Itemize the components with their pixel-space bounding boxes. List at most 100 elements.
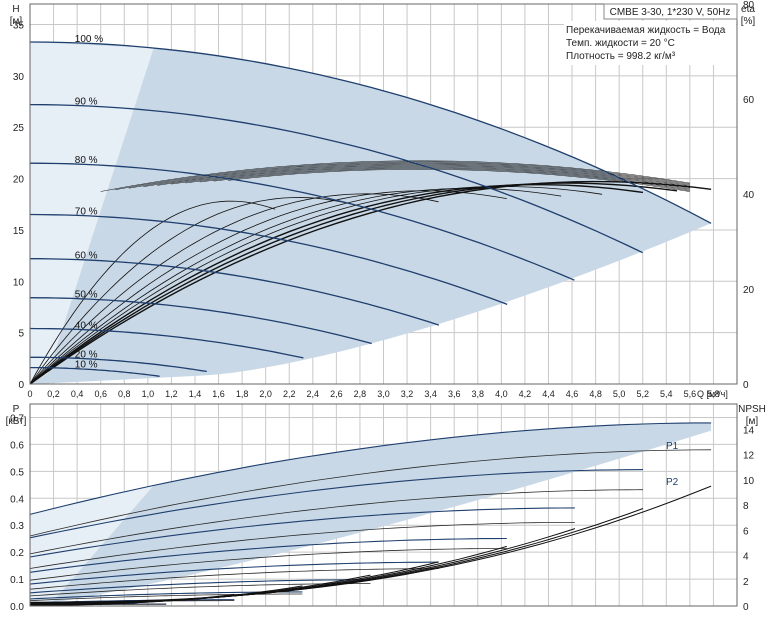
- x-tick-label: 4,6: [566, 389, 579, 399]
- x-tick-label: 5,6: [684, 389, 697, 399]
- x-tick-label: 3,0: [377, 389, 390, 399]
- p2-curve: [29, 548, 507, 581]
- x-tick-label: 5,0: [613, 389, 626, 399]
- h-axis-unit: [м]: [10, 16, 23, 27]
- p-tick-label: 0.7: [10, 413, 24, 424]
- p-tick-label: 0.5: [10, 467, 24, 478]
- x-tick-label: 0,6: [94, 389, 107, 399]
- x-tick-label: 3,6: [448, 389, 461, 399]
- upper-y2-tick-labels: 0 20 40 60 80: [743, 0, 755, 391]
- x-tick-label: 4,8: [589, 389, 602, 399]
- p-tick-label: 0.6: [10, 440, 24, 451]
- efficiency-curve: [29, 190, 507, 385]
- x-tick-label: 5,2: [636, 389, 649, 399]
- speed-label: 90 %: [75, 97, 98, 108]
- speed-label: 80 %: [75, 155, 98, 166]
- npsh-tick-label: 0: [743, 602, 749, 613]
- p1-curve: [29, 537, 507, 573]
- p2-curve: [29, 568, 439, 590]
- upper-frame: [29, 3, 738, 385]
- efficiency-helper-curve: [114, 161, 690, 191]
- npsh-tick-label: 6: [743, 526, 749, 537]
- p-tick-label: 0.1: [10, 575, 24, 586]
- eta-tick-label: 80: [743, 0, 755, 11]
- head-curve: [29, 162, 575, 281]
- x-tick-label: 1,6: [212, 389, 225, 399]
- npsh-tick-label: 10: [743, 476, 755, 487]
- upper-plot-border: [29, 3, 738, 385]
- npsh-tick-label: 14: [743, 425, 755, 436]
- head-curve: [30, 366, 160, 377]
- p2-curve: [29, 522, 575, 569]
- head-curve: [29, 41, 712, 224]
- p2-curve: [29, 449, 712, 537]
- eta-tick-label: 20: [743, 285, 755, 296]
- lower-plot-border: [29, 403, 738, 607]
- efficiency-helper-curve: [157, 164, 690, 188]
- lower-y2-tick-labels: 0 2 4 6 8 10 12 14: [743, 425, 755, 613]
- efficiency-curve: [29, 187, 562, 385]
- head-curve: [29, 103, 643, 254]
- x-tick-label: 1,4: [189, 389, 202, 399]
- h-tick-label: 35: [13, 21, 25, 32]
- npsh-curve: [30, 600, 167, 606]
- info-box: [564, 21, 736, 65]
- x-tick-label: 0,8: [118, 389, 131, 399]
- info-line-temperature: Темп. жидкости = 20 °C: [566, 38, 675, 49]
- eta-tick-label: 40: [743, 190, 755, 201]
- eta-tick-label: 60: [743, 95, 755, 106]
- efficiency-helper-curve: [213, 168, 690, 191]
- efficiency-curve: [29, 180, 712, 385]
- speed-label: 50 %: [75, 290, 98, 301]
- head-curve: [30, 356, 207, 373]
- lower-y-tick-labels: 0.0 0.1 0.2 0.3 0.4 0.5 0.6 0.7: [10, 413, 24, 613]
- x-tick-label: 5,4: [660, 389, 673, 399]
- head-curves: [29, 41, 712, 377]
- x-tick-label: 3,4: [424, 389, 437, 399]
- lower-frame: [29, 403, 738, 607]
- p1-curve: [29, 561, 439, 585]
- x-tick-label: 2,0: [259, 389, 272, 399]
- h-tick-label: 0: [18, 380, 24, 391]
- p-axis-unit: [кВт]: [6, 416, 27, 427]
- npsh-tick-label: 4: [743, 552, 749, 563]
- efficiency-curve: [29, 193, 439, 385]
- npsh-curves: [30, 485, 712, 606]
- h-tick-label: 20: [13, 175, 25, 186]
- info-line-density: Плотность = 998.2 кг/м³: [566, 51, 676, 62]
- p2-curve: [29, 489, 644, 555]
- p2-label: P2: [666, 477, 679, 488]
- npsh-tick-label: 2: [743, 577, 749, 588]
- efficiency-helper-curve: [171, 165, 690, 189]
- speed-label: 10 %: [75, 360, 98, 371]
- h-tick-label: 10: [13, 277, 25, 288]
- info-line-liquid: Перекачиваемая жидкость = Вода: [566, 25, 726, 36]
- lower-chart: 0.0 0.1 0.2 0.3 0.4 0.5 0.6 0.7 0 2 4 6 8 10 12 14 P […: [6, 403, 766, 613]
- speed-label: 60 %: [75, 251, 98, 262]
- npsh-tick-label: 12: [743, 451, 755, 462]
- head-curve: [29, 297, 372, 345]
- x-tick-label: 0: [27, 389, 32, 399]
- head-curve: [29, 213, 508, 306]
- h-axis-label: H: [12, 4, 19, 15]
- x-tick-label: 4,4: [542, 389, 555, 399]
- low-flow-power-band: [30, 485, 154, 606]
- x-tick-label: 2,6: [330, 389, 343, 399]
- p1-curve: [29, 469, 644, 539]
- eta-axis-label: eta: [741, 4, 755, 15]
- p1-curve: [29, 579, 371, 594]
- efficiency-curve: [29, 200, 276, 385]
- upper-chart: 0 0,2 0,4 0,6 0,8 1,0 1,2 1,4 1,6 1,8 2,0 2,2 2,4 2,6…: [10, 0, 756, 399]
- p-tick-label: 0.3: [10, 521, 24, 532]
- h-tick-label: 5: [18, 329, 24, 340]
- efficiency-curve: [29, 182, 678, 385]
- x-tick-label: 0,4: [71, 389, 84, 399]
- speed-label: 40 %: [75, 321, 98, 332]
- power-band-area: [30, 422, 712, 606]
- x-tick-label: 2,2: [283, 389, 296, 399]
- p1-curve: [29, 507, 575, 558]
- efficiency-helper-curve: [100, 160, 690, 192]
- x-tick-label: 1,2: [165, 389, 178, 399]
- upper-x-tick-labels: 0 0,2 0,4 0,6 0,8 1,0 1,2 1,4 1,6 1,8 2,0 2,2 2,4 2,6…: [27, 389, 719, 399]
